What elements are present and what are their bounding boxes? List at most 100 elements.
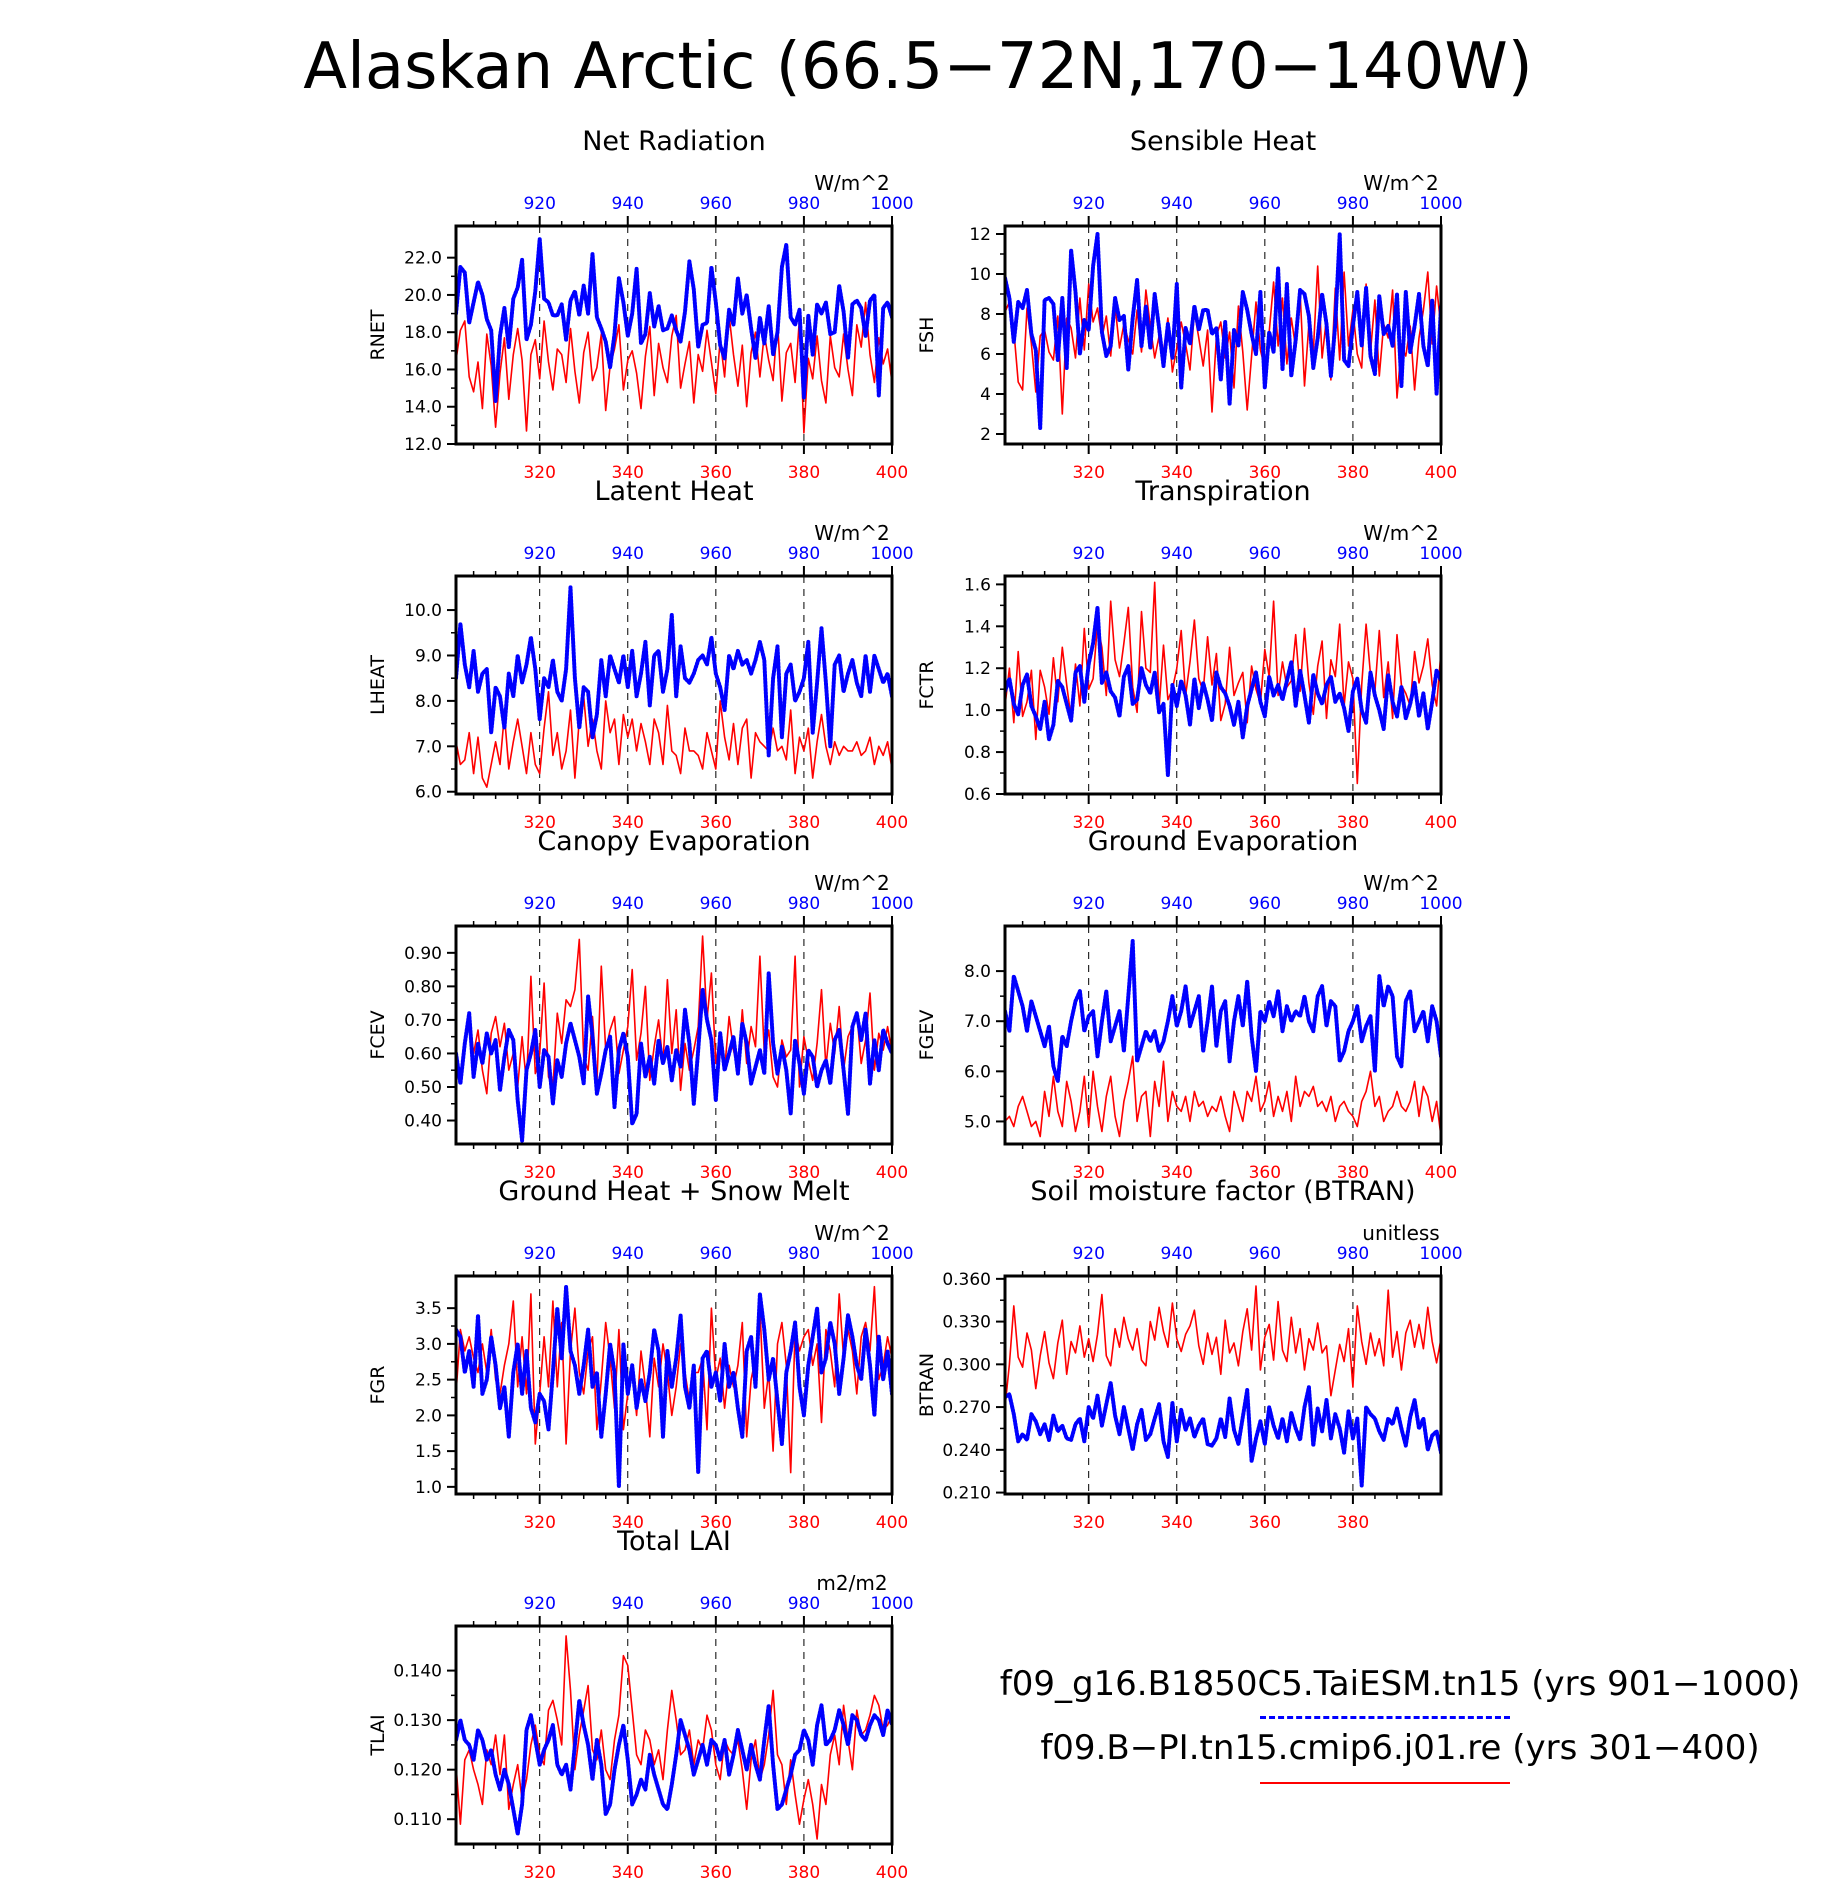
series-group	[1005, 232, 1441, 430]
x-top-tick-label: 1000	[870, 894, 913, 914]
x-tick-label: 360	[700, 463, 732, 483]
panels: 320 340 360 380 400 920 940 960 980 1000 12.0 14.0 1…	[367, 126, 1463, 1883]
x-top-tick-label: 1000	[870, 544, 913, 564]
panel-title: Canopy Evaporation	[537, 826, 810, 857]
panel-title: Soil moisture factor (BTRAN)	[1030, 1176, 1415, 1207]
y-tick-label: 0.40	[404, 1112, 442, 1132]
x-tick-label: 320	[1072, 1163, 1104, 1183]
x-top-tick-label: 1000	[1419, 1244, 1462, 1264]
y-tick-label: 7.0	[964, 1012, 991, 1032]
x-top-tick-label: 940	[612, 1244, 644, 1264]
y-tick-label: 9.0	[415, 646, 442, 666]
y-tick-label: 12.0	[404, 435, 442, 455]
x-tick-label: 380	[1337, 1163, 1369, 1183]
x-tick-label: 320	[523, 1863, 555, 1883]
y-tick-label: 1.0	[415, 1478, 442, 1498]
y-tick-label: 6	[980, 345, 991, 365]
x-top-tick-label: 940	[1161, 894, 1193, 914]
legend-line-taiesm	[1260, 1716, 1510, 1719]
x-top-tick-label: 960	[700, 194, 732, 214]
series-line-taiesm	[456, 237, 892, 404]
legend-entry-taiesm: f09_g16.B1850C5.TaiESM.tn15 (yrs 901−100…	[999, 1664, 1801, 1704]
y-axis-label: FCTR	[916, 660, 938, 709]
x-top-tick-label: 920	[523, 1244, 555, 1264]
panel-title: Transpiration	[1134, 476, 1310, 507]
panel-title: Latent Heat	[594, 476, 753, 507]
y-tick-label: 1.4	[964, 617, 991, 637]
x-top-tick-label: 960	[1249, 1244, 1281, 1264]
x-top-tick-label: 940	[612, 894, 644, 914]
series-line-pi	[1005, 581, 1441, 785]
units-label: W/m^2	[1363, 871, 1438, 895]
panel-total-lai: 320 340 360 380 400 920 940 960 980 1000 0.110 0.12…	[367, 1526, 914, 1883]
panel-title: Total LAI	[616, 1526, 731, 1557]
plot-frame	[454, 1624, 894, 1846]
y-axis-label: LHEAT	[367, 655, 389, 715]
x-tick-label: 400	[1425, 1163, 1457, 1183]
x-top-tick-label: 940	[1161, 1244, 1193, 1264]
x-tick-label: 380	[788, 813, 820, 833]
x-top-tick-label: 940	[1161, 544, 1193, 564]
x-tick-label: 380	[1337, 463, 1369, 483]
x-tick-label: 400	[876, 463, 908, 483]
y-tick-label: 20.0	[404, 286, 442, 306]
y-axis-label: BTRAN	[916, 1353, 938, 1417]
y-tick-label: 6.0	[964, 1062, 991, 1082]
y-tick-label: 0.90	[404, 944, 442, 964]
x-top-tick-label: 980	[1337, 544, 1369, 564]
x-top-tick-label: 1000	[1419, 544, 1462, 564]
x-top-tick-label: 980	[1337, 1244, 1369, 1264]
units-label: m2/m2	[816, 1571, 887, 1595]
plot-frame	[454, 924, 894, 1146]
x-tick-label: 360	[700, 1513, 732, 1533]
series-group	[456, 935, 892, 1143]
y-axis-label: TLAI	[367, 1714, 389, 1756]
y-axis-label: FGEV	[916, 1010, 938, 1061]
units-label: W/m^2	[814, 1221, 889, 1245]
y-tick-label: 5.0	[964, 1112, 991, 1132]
x-tick-label: 320	[1072, 463, 1104, 483]
y-tick-label: 3.0	[415, 1335, 442, 1355]
x-tick-label: 320	[1072, 1513, 1104, 1533]
x-top-tick-label: 980	[788, 1244, 820, 1264]
y-axis-label: FCEV	[367, 1010, 389, 1059]
x-top-tick-label: 960	[1249, 194, 1281, 214]
y-axis-label: FSH	[916, 317, 938, 354]
x-top-tick-label: 920	[1072, 894, 1104, 914]
x-tick-label: 400	[876, 1163, 908, 1183]
x-top-tick-label: 920	[1072, 194, 1104, 214]
x-top-tick-label: 960	[1249, 544, 1281, 564]
y-tick-label: 16.0	[404, 360, 442, 380]
y-tick-label: 18.0	[404, 323, 442, 343]
units-label: W/m^2	[814, 521, 889, 545]
panel-title: Sensible Heat	[1130, 126, 1316, 157]
x-tick-label: 360	[1249, 463, 1281, 483]
x-top-tick-label: 1000	[870, 194, 913, 214]
y-tick-label: 0.270	[942, 1398, 991, 1418]
y-tick-label: 8	[980, 305, 991, 325]
y-tick-label: 0.110	[393, 1810, 442, 1830]
plot-frame	[1003, 224, 1443, 446]
x-top-tick-label: 920	[1072, 1244, 1104, 1264]
series-line-pi	[456, 935, 892, 1095]
y-tick-label: 3.5	[415, 1299, 442, 1319]
series-group	[456, 1284, 892, 1489]
series-line-pi	[456, 690, 892, 789]
y-tick-label: 0.330	[942, 1313, 991, 1333]
x-tick-label: 340	[612, 1163, 644, 1183]
series-line-taiesm	[456, 585, 892, 758]
series-group	[1005, 1285, 1441, 1488]
y-tick-label: 2	[980, 425, 991, 445]
units-label: W/m^2	[814, 171, 889, 195]
x-tick-label: 340	[1161, 813, 1193, 833]
y-tick-label: 1.2	[964, 659, 991, 679]
x-top-tick-label: 1000	[870, 1244, 913, 1264]
series-line-taiesm	[1005, 939, 1441, 1084]
x-tick-label: 380	[788, 1513, 820, 1533]
series-line-taiesm	[1005, 232, 1441, 430]
panel-ground-evaporation: 320 340 360 380 400 920 940 960 980 1000 5.0 6.0 7.0…	[916, 826, 1463, 1183]
panel-title: Ground Heat + Snow Melt	[498, 1176, 849, 1207]
x-tick-label: 360	[1249, 1163, 1281, 1183]
series-group	[456, 585, 892, 789]
